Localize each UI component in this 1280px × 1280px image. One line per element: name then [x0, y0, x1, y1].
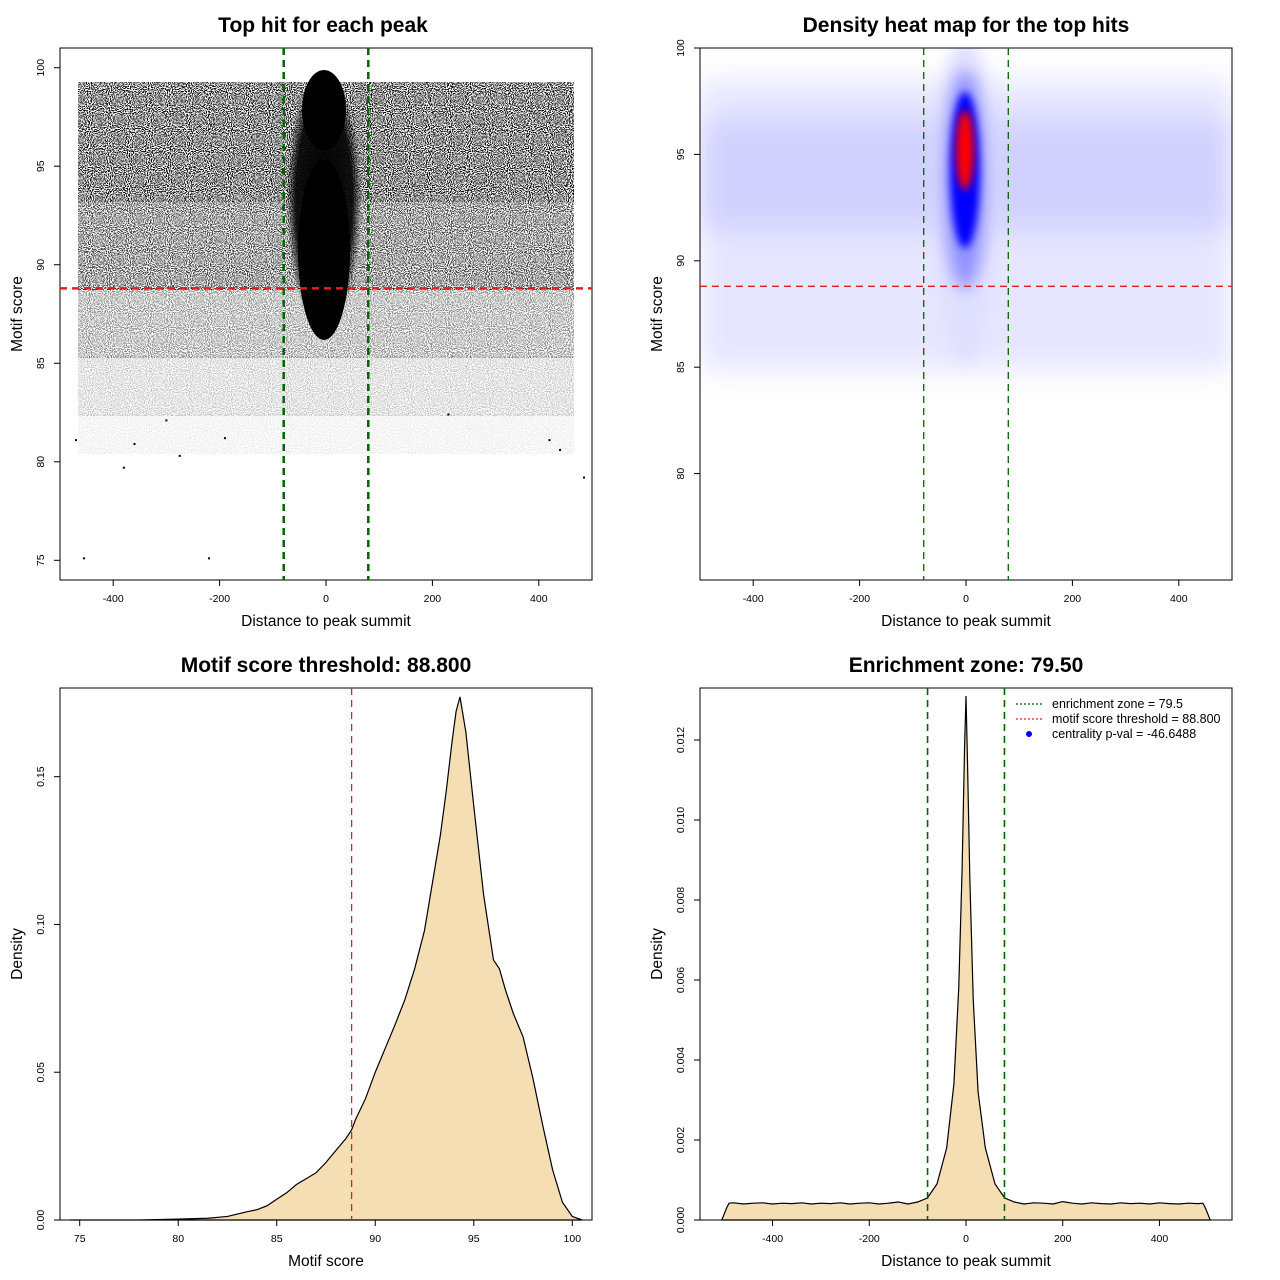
panel-title: Density heat map for the top hits: [803, 14, 1130, 37]
data-point: [178, 454, 181, 457]
y-axis: 0.000 0.002 0.004 0.006 0.008 0.010 0.012: [675, 727, 700, 1233]
x-axis: -400 -200 0 200 400: [103, 580, 548, 605]
y-tick-label: 100: [675, 39, 687, 57]
panel-title: Motif score threshold: 88.800: [181, 654, 472, 677]
x-tick-label: 400: [1151, 1233, 1169, 1245]
y-axis: 0.00 0.05 0.10 0.15: [35, 766, 60, 1230]
x-tick-label: 100: [564, 1233, 582, 1245]
y-tick-label: 85: [35, 357, 47, 369]
x-tick-label: 200: [424, 593, 442, 605]
legend-swatch-pvalue: [1026, 731, 1032, 737]
x-tick-label: 400: [530, 593, 548, 605]
legend-entry: motif score threshold = 88.800: [1052, 712, 1221, 726]
x-tick-label: 0: [323, 593, 329, 605]
legend-entry: centrality p-val = -46.6488: [1052, 727, 1196, 741]
y-tick-label: 75: [35, 554, 47, 566]
data-point: [548, 439, 551, 442]
y-axis-label: Motif score: [9, 276, 26, 352]
x-tick-label: 90: [369, 1233, 381, 1245]
y-tick-label: 0.004: [675, 1047, 687, 1073]
y-tick-label: 90: [35, 259, 47, 271]
density-curve: [720, 695, 1212, 1221]
y-tick-label: 90: [675, 255, 687, 267]
data-point: [447, 413, 450, 416]
x-axis-label: Distance to peak summit: [881, 613, 1051, 630]
x-axis-label: Distance to peak summit: [881, 1253, 1051, 1270]
plot-frame: [59, 687, 593, 1221]
y-axis-label: Motif score: [649, 276, 666, 352]
x-tick-label: -400: [762, 1233, 783, 1245]
y-axis: 75 80 85 90 95 100: [35, 59, 60, 566]
x-tick-label: -400: [743, 593, 764, 605]
data-point: [559, 448, 562, 451]
y-tick-label: 0.00: [35, 1210, 47, 1231]
y-tick-label: 0.010: [675, 807, 687, 833]
x-tick-label: 85: [271, 1233, 283, 1245]
x-tick-label: 0: [963, 593, 969, 605]
x-axis-label: Motif score: [288, 1253, 364, 1270]
panel-distance-density: -400 -200 0 200 400 0.0000.0020.0040.0060.00…: [649, 654, 1233, 1270]
x-axis: -400 -200 0 200 400: [743, 580, 1188, 605]
y-tick-label: 85: [675, 361, 687, 373]
panel-title: Top hit for each peak: [218, 14, 428, 37]
x-tick-label: 200: [1054, 1233, 1072, 1245]
density-heatmap: [700, 48, 1232, 370]
x-axis-label: Distance to peak summit: [241, 613, 411, 630]
x-tick-label: 75: [74, 1233, 86, 1245]
x-tick-label: 400: [1170, 593, 1188, 605]
y-tick-label: 95: [675, 148, 687, 160]
scatter-cloud: [78, 70, 574, 454]
data-point: [82, 557, 85, 560]
y-tick-label: 100: [35, 59, 47, 77]
y-axis-label: Density: [9, 928, 26, 980]
x-axis: 75 80 85 90 95 100: [74, 1220, 581, 1245]
data-point: [207, 557, 210, 560]
density-curve: [69, 696, 583, 1221]
y-axis: 80 85 90 95 100: [675, 39, 700, 479]
data-point: [223, 437, 226, 440]
data-point: [165, 419, 168, 422]
y-tick-label: 0.002: [675, 1127, 687, 1153]
data-point: [122, 466, 125, 469]
x-tick-label: 0: [963, 1233, 969, 1245]
y-axis-label: Density: [649, 928, 666, 980]
data-point: [583, 476, 586, 479]
panel-title: Enrichment zone: 79.50: [849, 654, 1084, 677]
x-tick-label: 80: [172, 1233, 184, 1245]
x-tick-label: -400: [103, 593, 124, 605]
panel-scatter: -400 -200 0 200 400 75 80 85 90 95 100 Top hit fo…: [9, 14, 593, 630]
data-point: [74, 439, 77, 442]
legend: enrichment zone = 79.5 motif score thres…: [1016, 697, 1221, 741]
legend-entry: enrichment zone = 79.5: [1052, 697, 1183, 711]
y-tick-label: 0.012: [675, 727, 687, 753]
y-tick-label: 0.006: [675, 967, 687, 993]
y-tick-label: 0.05: [35, 1062, 47, 1083]
y-tick-label: 0.000: [675, 1207, 687, 1233]
y-tick-label: 0.15: [35, 766, 47, 787]
panel-score-density: 75 80 85 90 95 100 0.00 0.05 0.10 0.15 Motif sco…: [9, 654, 593, 1270]
x-tick-label: -200: [859, 1233, 880, 1245]
y-tick-label: 0.008: [675, 887, 687, 913]
x-tick-label: 95: [468, 1233, 480, 1245]
y-tick-label: 80: [35, 456, 47, 468]
x-tick-label: -200: [849, 593, 870, 605]
data-point: [133, 443, 136, 446]
x-tick-label: 200: [1064, 593, 1082, 605]
scatter-outlier-points: [74, 413, 586, 560]
y-tick-label: 95: [35, 160, 47, 172]
y-tick-label: 80: [675, 468, 687, 480]
y-tick-label: 0.10: [35, 914, 47, 935]
panel-heatmap: -400 -200 0 200 400 80 85 90 95 100 Density heat…: [649, 14, 1233, 630]
x-tick-label: -200: [209, 593, 230, 605]
x-axis: -400 -200 0 200 400: [762, 1220, 1168, 1245]
